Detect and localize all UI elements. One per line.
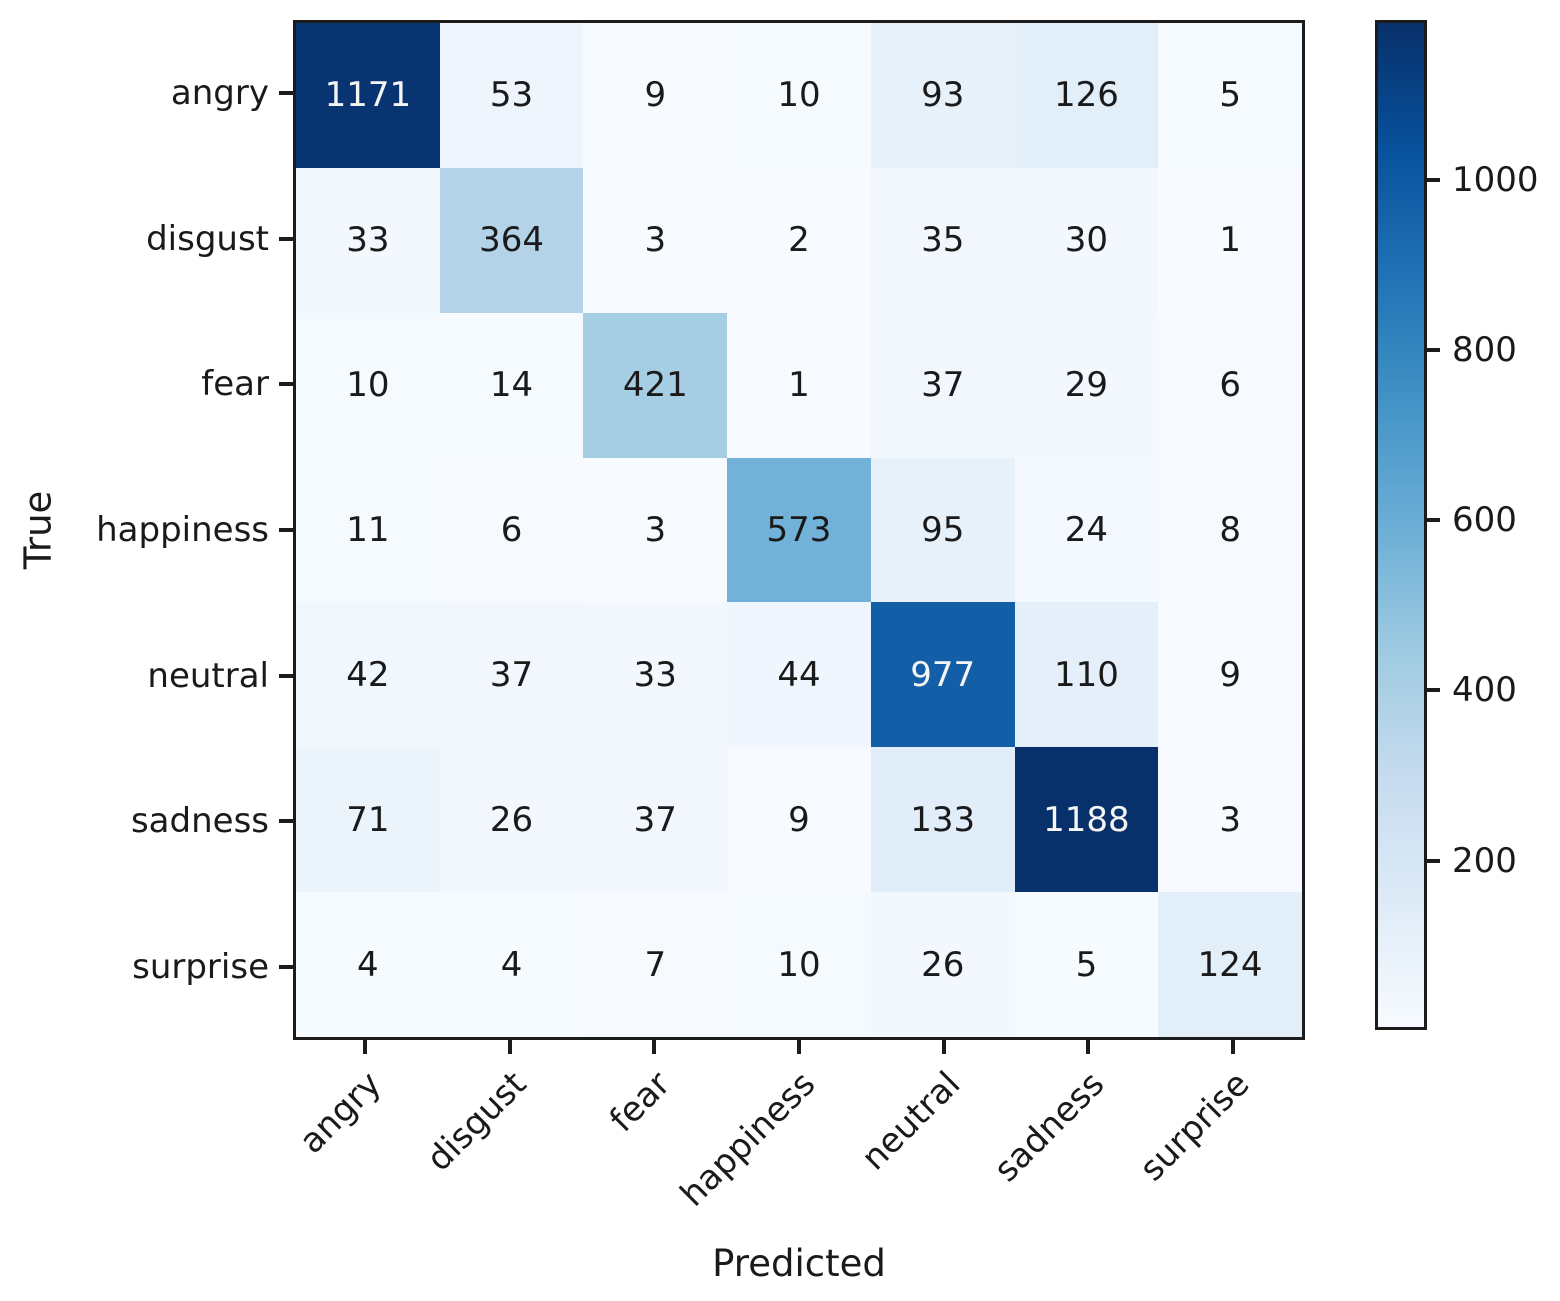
heatmap-cell: 26 bbox=[870, 892, 1015, 1037]
heatmap-cell: 124 bbox=[1158, 892, 1302, 1037]
heatmap-cell: 35 bbox=[870, 167, 1015, 313]
y-tick-mark bbox=[279, 819, 293, 824]
heatmap-cell: 364 bbox=[439, 167, 584, 313]
colorbar-tick-label: 800 bbox=[1452, 330, 1517, 371]
heatmap-cell: 93 bbox=[870, 23, 1015, 168]
x-tick-mark bbox=[941, 1040, 946, 1054]
y-tick-mark bbox=[279, 382, 293, 387]
heatmap-cell: 24 bbox=[1014, 457, 1159, 603]
x-tick-label: happiness bbox=[672, 1064, 824, 1215]
x-tick-label: fear bbox=[602, 1064, 679, 1141]
heatmap-cell: 1171 bbox=[296, 23, 440, 168]
heatmap-cell: 29 bbox=[1014, 312, 1159, 458]
heatmap-cell: 4 bbox=[439, 892, 584, 1037]
heatmap-cell: 5 bbox=[1158, 23, 1302, 168]
heatmap-cell: 42 bbox=[296, 602, 440, 748]
heatmap-cell: 71 bbox=[296, 747, 440, 893]
heatmap-cell: 33 bbox=[583, 602, 728, 748]
heatmap-cell: 10 bbox=[727, 892, 871, 1037]
heatmap-cell: 53 bbox=[439, 23, 584, 168]
colorbar-tick-mark bbox=[1427, 348, 1440, 353]
heatmap-cell: 11 bbox=[296, 457, 440, 603]
x-tick-mark bbox=[507, 1040, 512, 1054]
x-tick-mark bbox=[1086, 1040, 1091, 1054]
colorbar bbox=[1375, 20, 1427, 1030]
y-tick-label: surprise bbox=[132, 947, 269, 988]
x-tick-mark bbox=[1230, 1040, 1235, 1054]
heatmap-cell: 1 bbox=[1158, 167, 1302, 313]
y-tick-mark bbox=[279, 965, 293, 970]
heatmap-cell: 1188 bbox=[1014, 747, 1159, 893]
x-tick-label: sadness bbox=[986, 1064, 1113, 1190]
heatmap-cell: 95 bbox=[870, 457, 1015, 603]
heatmap-cell: 10 bbox=[727, 23, 871, 168]
colorbar-tick-mark bbox=[1427, 177, 1440, 182]
heatmap-cell: 26 bbox=[439, 747, 584, 893]
heatmap-cell: 37 bbox=[439, 602, 584, 748]
heatmap-cell: 3 bbox=[583, 457, 728, 603]
heatmap-cell: 37 bbox=[870, 312, 1015, 458]
y-tick-label: happiness bbox=[96, 510, 269, 550]
heatmap-cell: 2 bbox=[727, 167, 871, 313]
colorbar-tick-mark bbox=[1427, 518, 1440, 523]
heatmap-cell: 110 bbox=[1014, 602, 1159, 748]
heatmap-cell: 126 bbox=[1014, 23, 1159, 168]
x-tick-label: disgust bbox=[418, 1064, 535, 1180]
heatmap-cell: 10 bbox=[296, 312, 440, 458]
heatmap-cell: 9 bbox=[1158, 602, 1302, 748]
heatmap-cell: 6 bbox=[439, 457, 584, 603]
x-tick-mark bbox=[797, 1040, 801, 1054]
heatmap-cell: 37 bbox=[583, 747, 728, 893]
colorbar-tick-mark bbox=[1427, 688, 1440, 693]
heatmap-cell: 4 bbox=[296, 892, 440, 1037]
heatmap-cell: 1 bbox=[727, 312, 871, 458]
heatmap-cell: 6 bbox=[1158, 312, 1302, 458]
heatmap-cell: 14 bbox=[439, 312, 584, 458]
x-tick-label: surprise bbox=[1131, 1064, 1257, 1190]
y-axis-title: True bbox=[16, 490, 60, 570]
heatmap-grid: 1171 53 9 10 93 126 5 33 364 3 2 35 30 1 10 14 421 1 37 29 6… bbox=[293, 20, 1305, 1040]
heatmap-cell: 33 bbox=[296, 167, 440, 313]
y-tick-label: angry bbox=[170, 72, 269, 113]
heatmap-cell: 573 bbox=[727, 457, 871, 603]
heatmap-cell: 44 bbox=[727, 602, 871, 748]
y-tick-label: fear bbox=[201, 364, 269, 405]
y-tick-mark bbox=[279, 236, 293, 241]
y-tick-mark bbox=[279, 90, 293, 95]
y-tick-label: disgust bbox=[146, 218, 269, 259]
heatmap-cell: 133 bbox=[870, 747, 1015, 893]
heatmap-cell: 9 bbox=[727, 747, 871, 893]
heatmap-cell: 30 bbox=[1014, 167, 1159, 313]
heatmap-cell: 977 bbox=[870, 602, 1015, 748]
heatmap-cell: 7 bbox=[583, 892, 728, 1037]
heatmap-cell: 5 bbox=[1014, 892, 1159, 1037]
heatmap-cell: 421 bbox=[583, 312, 728, 458]
colorbar-tick-label: 1000 bbox=[1452, 159, 1539, 200]
colorbar-tick-label: 400 bbox=[1452, 670, 1517, 711]
heatmap-cell: 8 bbox=[1158, 457, 1302, 603]
colorbar-tick-label: 200 bbox=[1452, 840, 1517, 881]
x-tick-mark bbox=[363, 1040, 368, 1054]
x-tick-mark bbox=[652, 1040, 657, 1054]
colorbar-tick-mark bbox=[1427, 858, 1440, 863]
x-axis-title: Predicted bbox=[712, 1242, 886, 1285]
heatmap-cell: 3 bbox=[583, 167, 728, 313]
y-tick-label: sadness bbox=[130, 801, 269, 842]
x-tick-label: neutral bbox=[853, 1064, 968, 1179]
y-tick-label: neutral bbox=[147, 655, 269, 696]
heatmap-cell: 3 bbox=[1158, 747, 1302, 893]
heatmap-cell: 9 bbox=[583, 23, 728, 168]
x-tick-label: angry bbox=[291, 1064, 390, 1162]
y-tick-mark bbox=[279, 673, 293, 678]
colorbar-tick-label: 600 bbox=[1452, 500, 1517, 541]
y-tick-mark bbox=[279, 528, 293, 532]
